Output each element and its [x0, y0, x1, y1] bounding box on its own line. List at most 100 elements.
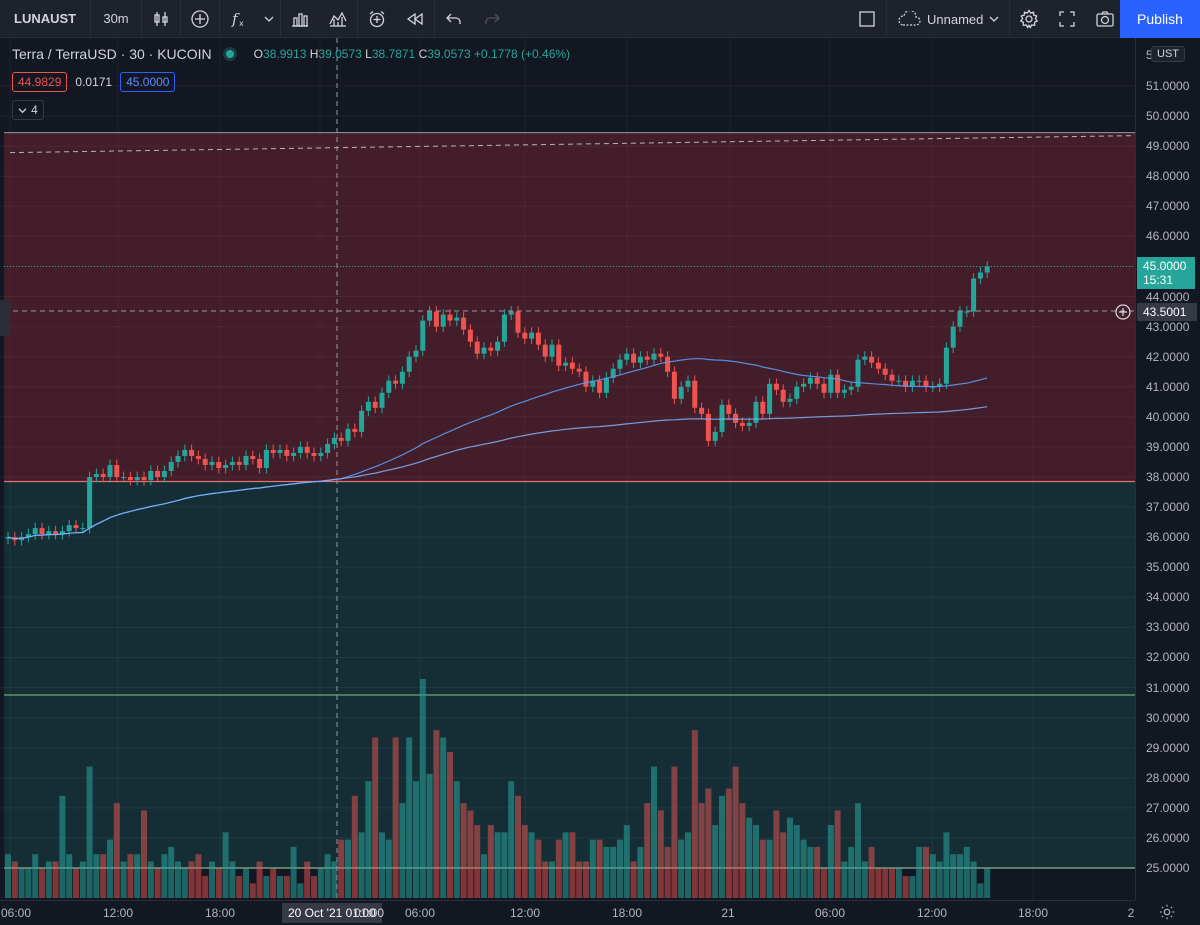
candle-body [501, 314, 507, 342]
candle-body [699, 407, 705, 414]
candle-body [32, 528, 38, 535]
volume-bar [331, 861, 338, 898]
candle-body [583, 371, 589, 387]
indicators-collapse-button[interactable]: 4 [12, 100, 44, 120]
candle-body [658, 353, 664, 357]
volume-bar [793, 825, 800, 898]
candle-body [542, 344, 548, 357]
symbol-search-button[interactable]: LUNAUST [0, 0, 90, 38]
candle-body [379, 392, 385, 408]
volume-bar [800, 839, 807, 898]
indicator-value-blue[interactable]: 45.0000 [120, 72, 176, 92]
candle-body [828, 374, 834, 393]
indicator-value-red[interactable]: 44.9829 [12, 72, 68, 92]
toolbar-divider [219, 0, 220, 38]
toolbar-divider [357, 0, 358, 38]
candle-body [284, 449, 290, 456]
indicators-dropdown[interactable] [258, 0, 280, 38]
volume-bar [59, 795, 66, 898]
volume-bar [773, 810, 780, 898]
volume-bar [481, 854, 487, 898]
templates-button[interactable] [319, 0, 357, 38]
currency-badge[interactable]: UST [1151, 46, 1185, 62]
add-plus-icon[interactable] [1114, 303, 1132, 321]
volume-bar [202, 876, 209, 898]
volume-bar [535, 839, 542, 898]
volume-bar [889, 868, 895, 898]
publish-button[interactable]: Publish [1120, 0, 1200, 38]
volume-bar [175, 861, 181, 898]
price-tick: 42.0000 [1146, 349, 1190, 364]
volume-bar [270, 868, 277, 898]
gear-icon[interactable] [1158, 903, 1176, 921]
price-tick: 35.0000 [1146, 560, 1190, 575]
candle-body [440, 314, 446, 327]
price-tick: 43.0000 [1146, 319, 1190, 334]
price-tick: 26.0000 [1146, 830, 1190, 845]
sidebar-handle[interactable] [0, 300, 10, 336]
volume-bar [787, 817, 793, 898]
candle-body [753, 401, 759, 423]
time-tick: 06:00 [814, 906, 846, 920]
candle-body [597, 380, 603, 393]
price-tick: 47.0000 [1146, 199, 1190, 214]
volume-bar [372, 737, 379, 898]
price-axis[interactable]: 5 UST 45.0000 15:31 43.5001 51.0000 50.00… [1135, 38, 1200, 900]
candle-body [250, 455, 256, 459]
candle-body [590, 380, 596, 387]
time-axis[interactable]: 20 Oct '21 01:00 06:00 12:00 18:00 06:00 12:… [0, 900, 1135, 925]
interval-button[interactable]: 30m [91, 0, 141, 38]
chart-pane[interactable] [0, 38, 1135, 900]
volume-bar [113, 803, 120, 898]
volume-bar [984, 868, 991, 898]
svg-text:x: x [239, 19, 244, 28]
zone-red [4, 132, 1135, 482]
candle-body [467, 329, 473, 342]
fullscreen-button[interactable] [1048, 0, 1086, 38]
volume-bar [603, 846, 610, 898]
volume-bar [365, 781, 372, 898]
volume-bar [379, 832, 385, 898]
candle-body [386, 380, 392, 393]
replay-button[interactable] [396, 0, 434, 38]
candle-body [692, 380, 698, 408]
fullscreen-toggle-button[interactable] [848, 0, 886, 38]
volume-bar [66, 854, 73, 898]
candle-body [903, 380, 909, 387]
candle-body [549, 344, 555, 357]
volume-bar [719, 795, 725, 898]
candle-body [760, 401, 766, 414]
toolbar-divider [1009, 0, 1011, 38]
settings-button[interactable] [1010, 0, 1048, 38]
volume-bar [154, 868, 161, 898]
redo-button[interactable] [473, 0, 511, 38]
volume-bar [555, 839, 562, 898]
volume-bar [317, 868, 324, 898]
volume-bar [467, 810, 474, 898]
alert-button[interactable] [358, 0, 396, 38]
price-tick: 29.0000 [1146, 740, 1190, 755]
candle-body [495, 341, 501, 351]
candle-body [311, 452, 317, 456]
layout-menu-button[interactable]: Unnamed [887, 0, 1009, 38]
price-tick: 39.0000 [1146, 439, 1190, 454]
plus-circle-icon [191, 9, 209, 28]
chart-type-button[interactable] [142, 0, 180, 38]
compare-button[interactable] [181, 0, 219, 38]
candle-body [665, 356, 671, 372]
snapshot-button[interactable] [1086, 0, 1124, 38]
candle-body [916, 380, 922, 382]
financials-button[interactable] [281, 0, 319, 38]
candle-body [909, 380, 915, 387]
candle-body [977, 272, 983, 279]
gear-icon [1020, 9, 1039, 29]
volume-bar [52, 861, 59, 898]
toolbar-right-group: Unnamed [848, 0, 1124, 38]
rewind-icon [406, 12, 423, 25]
candle-body [243, 455, 249, 465]
candle-body [223, 464, 229, 468]
undo-button[interactable] [435, 0, 473, 38]
candle-body [413, 350, 419, 357]
volume-bar [413, 781, 419, 898]
